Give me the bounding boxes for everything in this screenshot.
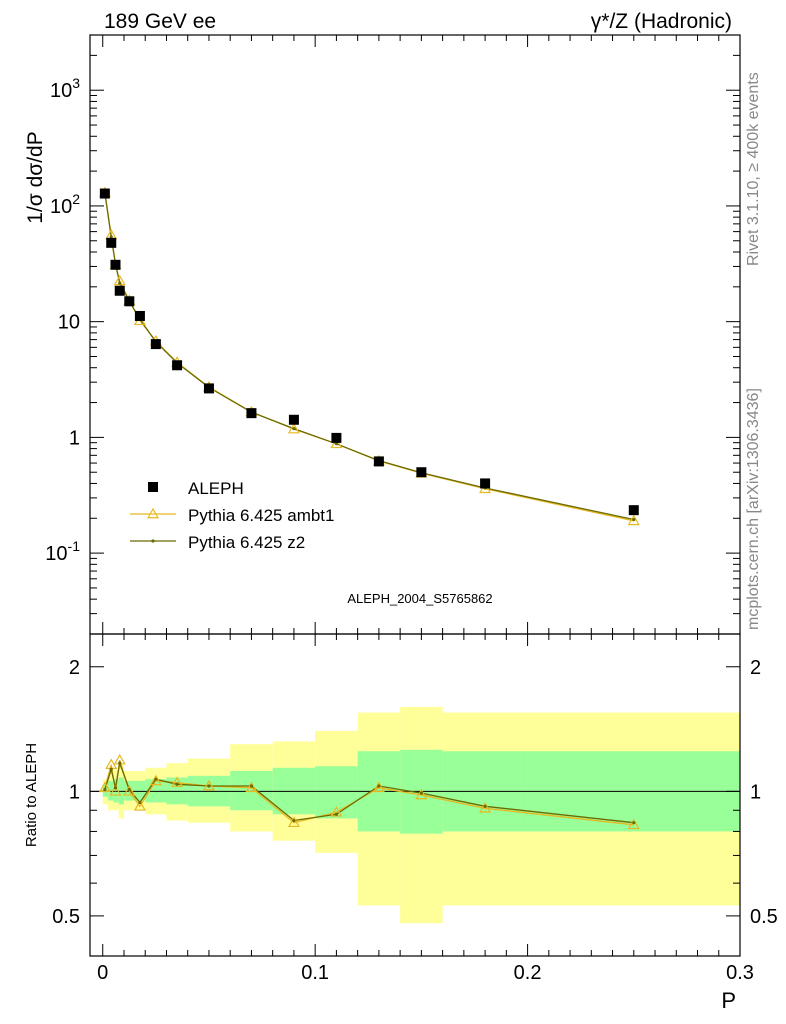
aleph-point bbox=[150, 339, 161, 350]
ambt1-line bbox=[104, 192, 634, 522]
x-tick-label: 0.2 bbox=[514, 962, 542, 984]
x-axis-label: P bbox=[721, 988, 736, 1013]
ratio-z2-marker bbox=[632, 821, 636, 825]
ratio-ambt1-marker bbox=[123, 785, 136, 796]
z2-marker bbox=[632, 517, 636, 522]
y-tick-label: 103 bbox=[50, 75, 80, 102]
ratio-inner-band bbox=[108, 780, 114, 801]
ambt1-marker bbox=[287, 422, 300, 434]
z2-marker bbox=[109, 235, 113, 239]
x-tick-label: 0.3 bbox=[726, 962, 754, 984]
ratio-z2-marker bbox=[127, 787, 131, 792]
ratio-inner-band bbox=[230, 770, 273, 811]
ratio-ambt1-marker bbox=[627, 818, 640, 830]
z2-line bbox=[104, 193, 634, 521]
analysis-watermark: ALEPH_2004_S5765862 bbox=[347, 591, 492, 606]
ratio-y-tick-label: 1 bbox=[69, 781, 80, 803]
ambt1-marker bbox=[627, 514, 640, 526]
ratio-inner-band bbox=[134, 780, 146, 801]
y-tick-label: 1 bbox=[69, 427, 80, 449]
ratio-z2-marker bbox=[249, 784, 254, 788]
ratio-inner-band bbox=[315, 766, 358, 819]
aleph-point bbox=[373, 456, 384, 467]
ratio-z2-marker bbox=[377, 784, 381, 788]
aleph-point bbox=[134, 310, 145, 321]
aleph-point bbox=[114, 285, 125, 296]
aleph-point bbox=[110, 259, 121, 270]
ratio-y-tick-label: 0.5 bbox=[52, 906, 80, 928]
ratio-z2-line bbox=[104, 760, 634, 824]
y-tick-label: 102 bbox=[50, 191, 80, 218]
ratio-ambt1-marker bbox=[287, 816, 300, 828]
y-tick-label: 10 bbox=[58, 312, 80, 334]
ratio-y-axis-label: Ratio to ALEPH bbox=[23, 743, 40, 847]
ratio-ambt1-marker bbox=[149, 774, 162, 786]
header-right: γ*/Z (Hadronic) bbox=[591, 10, 732, 33]
ratio-z2-marker bbox=[103, 787, 107, 792]
aleph-point bbox=[124, 296, 135, 307]
legend-ambt1-marker bbox=[146, 507, 160, 519]
ratio-z2-marker bbox=[334, 812, 339, 816]
aleph-point bbox=[246, 408, 257, 419]
ratio-z2-marker bbox=[118, 761, 122, 765]
header-left: 189 GeV ee bbox=[104, 10, 216, 33]
site-note: mcplots.cern.ch [arXiv:1306.3436] bbox=[745, 388, 762, 630]
ratio-z2-marker bbox=[113, 786, 118, 790]
ratio-z2-marker bbox=[138, 800, 142, 805]
aleph-point bbox=[203, 383, 214, 394]
aleph-point bbox=[99, 188, 110, 199]
ratio-ambt1-marker bbox=[330, 806, 343, 817]
ambt1-marker bbox=[330, 437, 343, 449]
ratio-y-tick-label: 2 bbox=[69, 657, 80, 679]
ratio-frame bbox=[89, 633, 741, 957]
legend-z2-marker bbox=[151, 539, 155, 543]
ratio-y-tick-label-right: 2 bbox=[750, 657, 761, 679]
aleph-point bbox=[480, 478, 491, 489]
aleph-point bbox=[288, 414, 299, 425]
ratio-z2-marker bbox=[109, 767, 113, 771]
legend-ambt1-label: Pythia 6.425 ambt1 bbox=[188, 506, 334, 525]
ratio-ambt1-marker bbox=[133, 800, 146, 811]
events-note: Rivet 3.1.10, ≥ 400k events bbox=[745, 72, 762, 266]
ratio-ambt1-marker bbox=[245, 781, 258, 793]
y-tick-label: 10-1 bbox=[45, 538, 80, 565]
ratio-ambt1-marker bbox=[372, 781, 385, 793]
ratio-z2-marker bbox=[419, 791, 423, 795]
ratio-y-tick-label-right: 0.5 bbox=[750, 906, 778, 928]
x-tick-label: 0.1 bbox=[301, 962, 329, 984]
ratio-y-tick-label-right: 1 bbox=[750, 781, 761, 803]
ratio-ambt1-marker bbox=[109, 785, 122, 796]
aleph-point bbox=[172, 360, 183, 371]
z2-marker bbox=[334, 442, 339, 446]
z2-marker bbox=[118, 281, 122, 285]
ratio-z2-marker bbox=[483, 804, 487, 808]
aleph-point bbox=[331, 432, 342, 443]
ratio-ambt1-marker bbox=[202, 779, 215, 791]
x-tick-label: 0 bbox=[97, 962, 108, 984]
z2-marker bbox=[292, 427, 296, 431]
legend-z2-label: Pythia 6.425 z2 bbox=[188, 533, 305, 552]
aleph-point bbox=[106, 237, 117, 248]
ratio-ambt1-marker bbox=[171, 776, 184, 787]
ratio-ambt1-marker bbox=[415, 788, 428, 800]
ratio-z2-marker bbox=[175, 782, 179, 786]
y-axis-label: 1/σ dσ/dP bbox=[24, 131, 47, 223]
ratio-z2-marker bbox=[292, 818, 296, 823]
aleph-point bbox=[628, 505, 639, 516]
ratio-z2-marker bbox=[154, 777, 158, 781]
aleph-point bbox=[416, 467, 427, 478]
legend-aleph-label: ALEPH bbox=[188, 479, 244, 498]
ratio-ambt1-marker bbox=[98, 781, 111, 793]
ratio-ambt1-marker bbox=[479, 802, 492, 813]
legend-aleph-swatch bbox=[148, 482, 158, 492]
ratio-z2-marker bbox=[207, 784, 211, 788]
